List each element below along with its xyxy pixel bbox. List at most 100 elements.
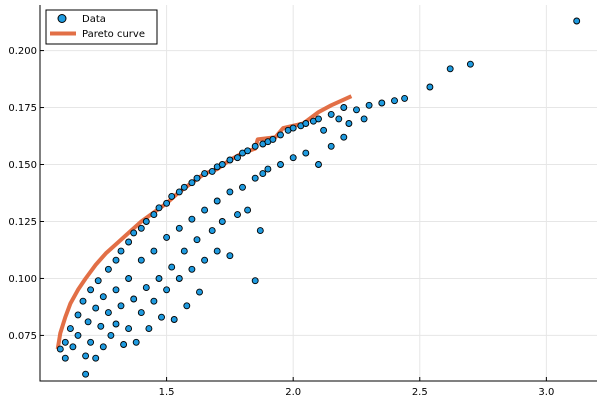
data-point xyxy=(61,338,69,346)
data-point xyxy=(277,161,284,168)
legend-pareto-label: Pareto curve xyxy=(82,29,145,40)
data-point xyxy=(82,352,90,360)
y-axis-ticks: 0.075 0.100 0.125 0.150 0.175 0.200 xyxy=(8,46,44,342)
x-axis-ticks: 1.5 2.0 2.5 3.0 xyxy=(159,377,554,398)
data-point xyxy=(137,256,145,264)
y-tick-label: 0.150 xyxy=(8,160,37,171)
legend: Data Pareto curve xyxy=(45,9,158,45)
axes-frame xyxy=(39,5,597,382)
data-point xyxy=(104,309,112,317)
data-point xyxy=(150,211,158,219)
data-point xyxy=(87,338,95,346)
data-point xyxy=(142,284,150,292)
data-point xyxy=(188,265,196,273)
x-tick-label: 2.0 xyxy=(285,387,301,398)
data-point xyxy=(92,304,100,312)
data-point xyxy=(213,247,221,255)
data-point xyxy=(340,104,348,111)
data-point xyxy=(180,247,188,255)
data-point xyxy=(401,94,409,102)
data-point xyxy=(327,142,335,150)
data-point xyxy=(137,224,145,232)
data-point xyxy=(234,211,241,219)
data-point xyxy=(264,165,272,173)
data-point xyxy=(226,188,234,196)
data-point xyxy=(340,133,348,141)
data-point xyxy=(256,227,264,235)
data-point xyxy=(208,227,216,235)
data-point xyxy=(168,263,176,271)
data-point xyxy=(56,345,64,353)
data-point xyxy=(378,99,386,107)
grid-lines xyxy=(40,5,597,381)
data-point xyxy=(112,256,120,264)
data-point xyxy=(234,154,241,162)
data-point xyxy=(74,331,82,339)
data-point xyxy=(158,313,165,321)
data-point xyxy=(226,252,234,260)
data-point xyxy=(218,161,226,168)
data-point xyxy=(99,293,107,301)
data-point xyxy=(302,120,310,127)
data-point xyxy=(277,131,284,139)
data-point xyxy=(244,147,252,155)
data-point xyxy=(150,297,158,305)
data-point xyxy=(120,341,128,348)
data-point xyxy=(365,101,373,109)
data-point xyxy=(175,224,183,232)
data-point xyxy=(69,343,77,351)
data-point xyxy=(150,247,158,255)
data-point xyxy=(155,204,163,212)
legend-data-label: Data xyxy=(82,14,106,25)
x-tick-label: 2.5 xyxy=(412,387,428,398)
data-point xyxy=(360,115,368,123)
data-point xyxy=(170,316,178,323)
data-point xyxy=(251,174,259,182)
data-point xyxy=(163,199,171,207)
data-point xyxy=(142,218,150,225)
data-point xyxy=(99,343,107,351)
data-point xyxy=(155,275,163,282)
data-point xyxy=(315,161,322,168)
data-point xyxy=(573,17,581,25)
y-tick-label: 0.100 xyxy=(8,274,37,285)
data-point xyxy=(117,247,125,255)
data-point xyxy=(391,97,398,105)
data-point xyxy=(175,275,183,282)
y-tick-label: 0.125 xyxy=(8,217,37,228)
data-point xyxy=(289,154,297,162)
data-point xyxy=(259,170,267,178)
y-tick-label: 0.075 xyxy=(8,331,37,342)
data-point xyxy=(130,295,138,303)
data-point xyxy=(426,83,434,91)
data-point xyxy=(74,311,82,319)
data-point xyxy=(188,215,196,223)
data-point xyxy=(196,288,203,296)
data-point xyxy=(201,256,209,264)
data-point xyxy=(466,60,474,68)
data-point xyxy=(183,302,191,310)
data-point xyxy=(125,325,133,333)
data-point xyxy=(61,354,69,362)
data-point xyxy=(145,325,153,333)
x-tick-label: 1.5 xyxy=(159,387,175,398)
data-point xyxy=(315,115,322,123)
data-point xyxy=(125,238,133,246)
data-point xyxy=(289,124,297,132)
data-point xyxy=(302,149,310,157)
data-point xyxy=(320,126,328,134)
scatter-points-layer xyxy=(56,17,581,378)
data-point xyxy=(269,135,277,143)
data-point xyxy=(132,338,140,346)
data-point xyxy=(104,265,112,273)
data-point xyxy=(97,322,105,330)
data-point xyxy=(130,229,138,237)
data-point xyxy=(188,179,196,187)
data-point xyxy=(87,286,95,294)
data-point xyxy=(117,302,125,310)
data-point xyxy=(82,370,90,378)
data-point xyxy=(335,115,343,123)
data-point xyxy=(201,170,209,178)
data-point xyxy=(251,142,259,150)
